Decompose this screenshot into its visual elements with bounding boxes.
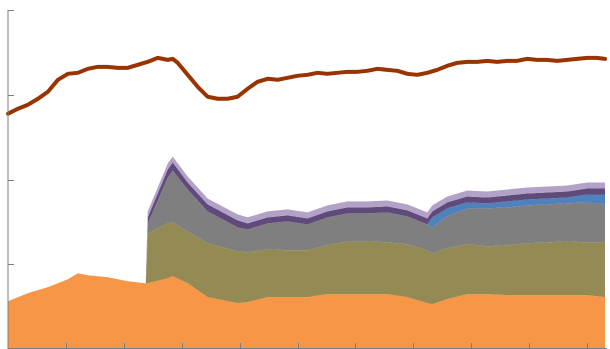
line-series xyxy=(6,55,608,116)
area-series-3 xyxy=(8,170,606,302)
area-series-2 xyxy=(8,222,606,305)
area-series-5 xyxy=(8,162,606,302)
area-series-group xyxy=(8,156,606,349)
area-series-6 xyxy=(8,156,606,302)
line-series-group xyxy=(6,55,608,116)
area-series-1 xyxy=(8,273,606,349)
